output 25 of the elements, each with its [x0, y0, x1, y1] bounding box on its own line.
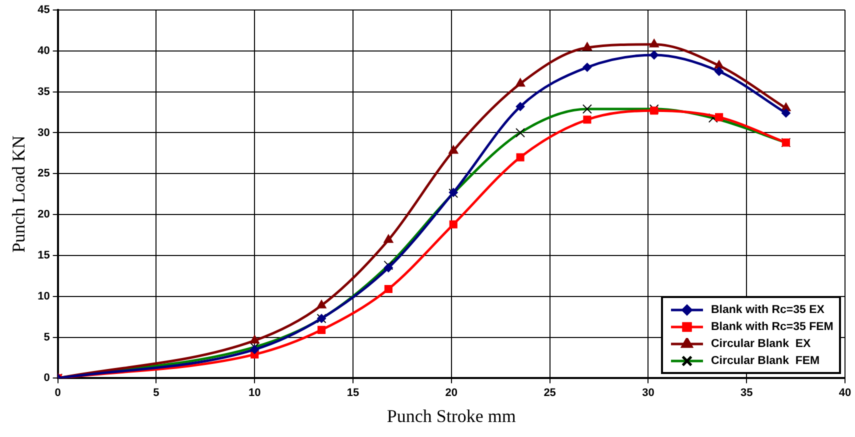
y-tick-label: 20 — [38, 208, 50, 221]
y-axis-title: Punch Load KN — [8, 136, 29, 253]
y-tick-label: 35 — [38, 86, 50, 98]
x-tick-label: 5 — [153, 386, 160, 399]
legend-label: Circular Blank FEM — [711, 354, 820, 367]
legend-label: Blank with Rc=35 FEM — [711, 320, 834, 333]
x-tick-label: 20 — [445, 386, 458, 399]
y-tick-label: 0 — [44, 372, 50, 384]
x-tick-label: 30 — [642, 386, 654, 399]
x-tick-label: 0 — [54, 386, 61, 399]
y-tick-label: 45 — [38, 4, 50, 16]
y-tick-label: 25 — [38, 168, 50, 180]
legend-label: Circular Blank EX — [711, 338, 811, 350]
y-tick-label: 40 — [38, 44, 50, 57]
x-tick-label: 25 — [544, 386, 556, 399]
x-tick-label: 35 — [740, 386, 753, 399]
x-tick-label: 10 — [248, 386, 261, 399]
y-tick-label: 10 — [38, 290, 50, 302]
x-tick-label: 15 — [346, 386, 360, 399]
x-tick-label: 40 — [838, 386, 852, 399]
x-axis-title: Punch Stroke mm — [386, 406, 516, 426]
y-tick-label: 30 — [38, 126, 50, 139]
legend-label: Blank with Rc=35 EX — [711, 304, 824, 316]
y-tick-label: 5 — [44, 331, 50, 344]
y-tick-label: 15 — [38, 250, 50, 262]
